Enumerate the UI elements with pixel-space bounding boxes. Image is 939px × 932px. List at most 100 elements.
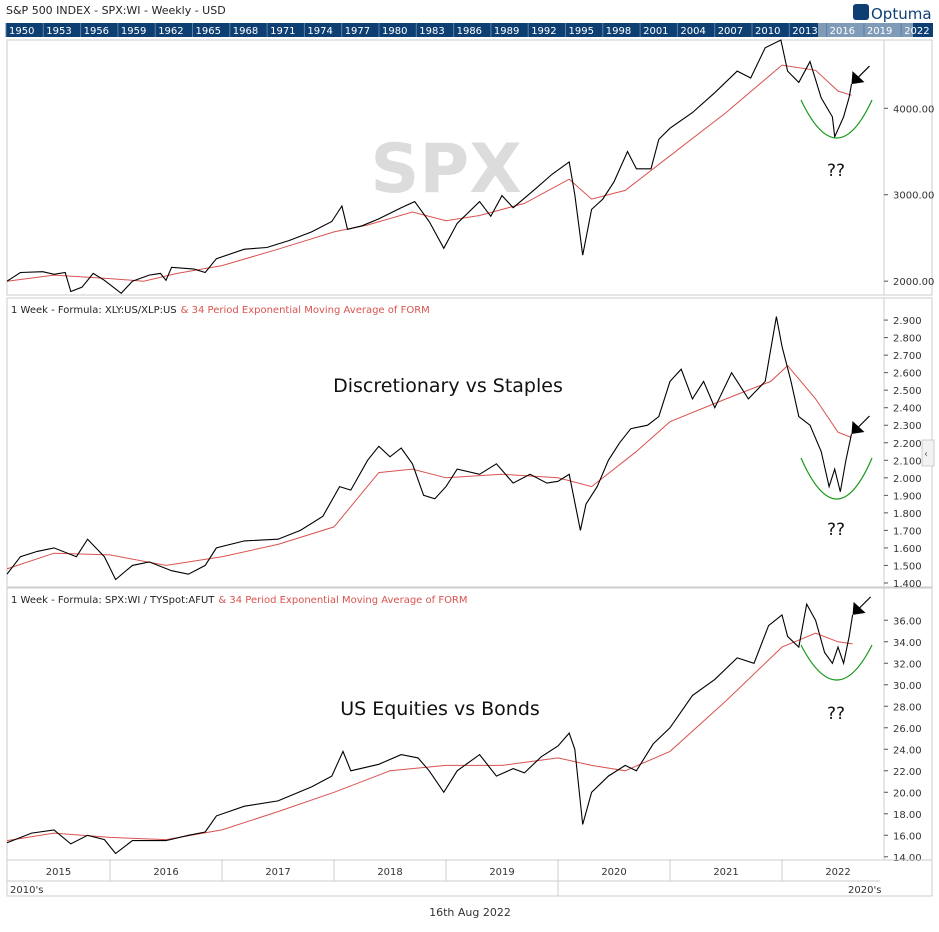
- y-tick-label: 4000.00: [893, 104, 934, 115]
- y-tick-label: 24.00: [893, 745, 922, 756]
- y-tick-label: 2.900: [893, 316, 922, 327]
- decade-label-right: 2020's: [848, 885, 881, 896]
- timeline-year-1959[interactable]: 1959: [121, 26, 146, 37]
- footer-date: 16th Aug 2022: [429, 906, 511, 919]
- panel-label: US Equities vs Bonds: [340, 698, 540, 720]
- timeline-year-1950[interactable]: 1950: [9, 26, 34, 37]
- panel-label: Discretionary vs Staples: [333, 375, 563, 397]
- x-tick-label: 2017: [265, 867, 290, 878]
- x-tick-label: 2018: [377, 867, 402, 878]
- timeline-year-1974[interactable]: 1974: [307, 26, 332, 37]
- cup-arc: [800, 99, 873, 139]
- y-tick-label: 1.600: [893, 544, 922, 555]
- panel-frame: [6, 297, 933, 588]
- timeline-year-2010[interactable]: 2010: [755, 26, 780, 37]
- y-tick-label: 1.400: [893, 579, 922, 590]
- y-tick-label: 2.600: [893, 369, 922, 380]
- question-annotation: ??: [827, 520, 845, 540]
- panel-formula: 1 Week - Formula: SPX:WI / TYSpot:AFUT: [11, 595, 215, 606]
- timeline-year-1995[interactable]: 1995: [569, 26, 594, 37]
- timeline-year-1953[interactable]: 1953: [46, 26, 71, 37]
- y-tick-label: 2.500: [893, 386, 922, 397]
- y-tick-label: 32.00: [893, 659, 922, 670]
- timeline-year-1986[interactable]: 1986: [457, 26, 482, 37]
- cup-arc: [800, 644, 873, 681]
- timeline-year-1992[interactable]: 1992: [531, 26, 556, 37]
- panel-3: 14.00 16.00 18.00 20.00 22.00 24.00 26.00 28.00…: [6, 587, 933, 864]
- ema-line-EMA: [6, 632, 853, 842]
- y-tick-label: 2.200: [893, 439, 922, 450]
- timeline-year-2016[interactable]: 2016: [830, 26, 855, 37]
- optuma-logo: Optuma: [853, 4, 932, 23]
- y-tick-label: 3000.00: [893, 191, 934, 202]
- y-tick-label: 20.00: [893, 788, 922, 799]
- y-tick-label: 30.00: [893, 681, 922, 692]
- timeline-year-1977[interactable]: 1977: [345, 26, 370, 37]
- arrow-head-icon: [851, 71, 865, 85]
- timeline-year-1980[interactable]: 1980: [382, 26, 407, 37]
- panel-frame: [6, 587, 933, 861]
- timeline-year-1965[interactable]: 1965: [196, 26, 221, 37]
- price-line-SPX/TY: [6, 602, 854, 855]
- question-annotation: ??: [827, 704, 845, 724]
- timeline-navigator[interactable]: 1950 1953 1956 1959 1962 1965 1968 1971 1974 1977…: [5, 23, 933, 37]
- y-tick-label: 2.100: [893, 456, 922, 467]
- y-tick-label: 26.00: [893, 724, 922, 735]
- y-tick-label: 28.00: [893, 702, 922, 713]
- timeline-year-1971[interactable]: 1971: [270, 26, 295, 37]
- timeline-year-1956[interactable]: 1956: [84, 26, 109, 37]
- logo-text: Optuma: [871, 5, 932, 23]
- arrow-head-icon: [852, 601, 866, 615]
- y-tick-label: 1.800: [893, 509, 922, 520]
- watermark-label: SPX: [370, 130, 521, 209]
- x-tick-label: 2015: [46, 867, 71, 878]
- y-tick-label: 16.00: [893, 831, 922, 842]
- ema-line-EMA: [6, 364, 852, 570]
- panel-title: 1 Week - Formula: SPX:WI / TYSpot:AFUT & …: [11, 595, 468, 606]
- y-tick-label: 14.00: [893, 853, 922, 864]
- x-axis-box: [6, 859, 933, 897]
- y-tick-label: 1.700: [893, 526, 922, 537]
- timeline-year-2001[interactable]: 2001: [643, 26, 668, 37]
- y-tick-label: 1.500: [893, 561, 922, 572]
- x-tick-label: 2016: [153, 867, 178, 878]
- chart-title: S&P 500 INDEX - SPX:WI - Weekly - USD: [6, 4, 226, 17]
- x-tick-label: 2019: [489, 867, 514, 878]
- timeline-year-1989[interactable]: 1989: [494, 26, 519, 37]
- timeline-year-2007[interactable]: 2007: [718, 26, 743, 37]
- timeline-year-2013[interactable]: 2013: [792, 26, 817, 37]
- panel-ema-legend: & 34 Period Exponential Moving Average o…: [218, 595, 467, 606]
- timeline-year-2004[interactable]: 2004: [680, 26, 705, 37]
- y-tick-label: 2.700: [893, 351, 922, 362]
- timeline-year-1968[interactable]: 1968: [233, 26, 258, 37]
- y-tick-label: 36.00: [893, 616, 922, 627]
- question-annotation: ??: [827, 161, 845, 181]
- price-line-SPX: [6, 39, 853, 295]
- price-line-XLY/XLP: [6, 316, 853, 581]
- panel-1: 2000.00 3000.00 4000.00 SPX??: [6, 39, 934, 296]
- panel-title: 1 Week - Formula: XLY:US/XLP:US & 34 Peri…: [11, 305, 430, 316]
- panel-formula: 1 Week - Formula: XLY:US/XLP:US: [11, 305, 177, 316]
- y-tick-label: 2.000: [893, 474, 922, 485]
- y-tick-label: 2000.00: [893, 277, 934, 288]
- timeline-year-1998[interactable]: 1998: [606, 26, 631, 37]
- y-tick-label: 34.00: [893, 638, 922, 649]
- y-tick-label: 2.800: [893, 334, 922, 345]
- y-tick-label: 2.400: [893, 404, 922, 415]
- timeline-bar: [6, 23, 933, 37]
- panel-ema-legend: & 34 Period Exponential Moving Average o…: [181, 305, 430, 316]
- collapse-panel-button[interactable]: ‹: [921, 439, 935, 467]
- x-axis: 2015 2016 2017 2018 2019 2020 2021 2022: [46, 860, 851, 881]
- panel-frame: [6, 39, 933, 296]
- logo-mark: [853, 4, 869, 20]
- timeline-year-1962[interactable]: 1962: [158, 26, 183, 37]
- timeline-year-1983[interactable]: 1983: [419, 26, 444, 37]
- timeline-year-2019[interactable]: 2019: [867, 26, 892, 37]
- x-tick-label: 2020: [601, 867, 626, 878]
- timeline-selection: [818, 23, 913, 37]
- y-tick-label: 2.300: [893, 421, 922, 432]
- y-tick-label: 22.00: [893, 767, 922, 778]
- timeline-year-2022[interactable]: 2022: [904, 26, 929, 37]
